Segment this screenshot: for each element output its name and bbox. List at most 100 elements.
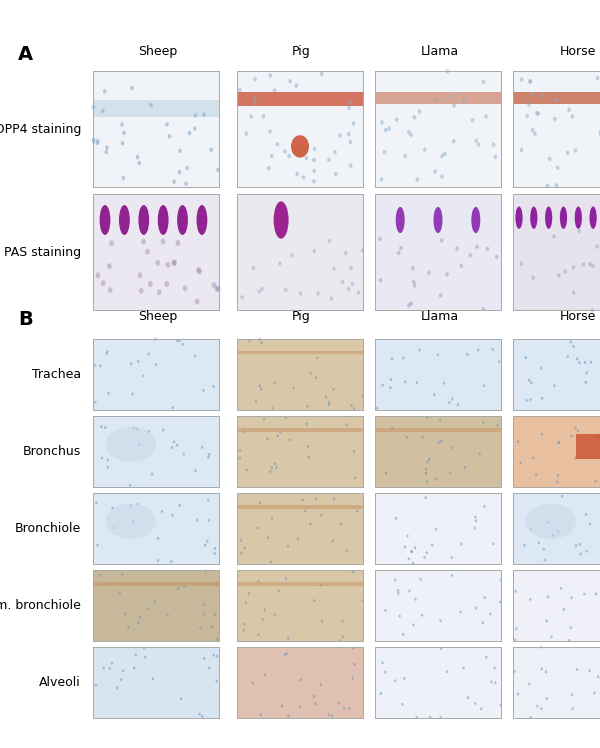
Circle shape: [528, 683, 530, 686]
Circle shape: [353, 663, 356, 666]
Bar: [93, 339, 219, 410]
Circle shape: [398, 615, 401, 618]
Circle shape: [582, 263, 586, 267]
Ellipse shape: [472, 207, 481, 233]
Circle shape: [328, 403, 330, 406]
Circle shape: [316, 291, 320, 295]
Circle shape: [482, 79, 485, 84]
Circle shape: [92, 105, 95, 109]
Circle shape: [177, 587, 179, 590]
Circle shape: [566, 150, 569, 155]
Text: Horse: Horse: [559, 310, 596, 323]
Circle shape: [389, 386, 392, 389]
Circle shape: [347, 132, 350, 136]
Circle shape: [556, 165, 560, 170]
Circle shape: [428, 458, 431, 461]
Bar: [375, 194, 501, 310]
Ellipse shape: [158, 205, 169, 235]
Circle shape: [214, 547, 216, 550]
Circle shape: [455, 246, 459, 251]
Circle shape: [474, 702, 476, 705]
Circle shape: [578, 361, 581, 364]
Circle shape: [101, 280, 106, 286]
Circle shape: [253, 96, 256, 100]
Circle shape: [329, 296, 333, 301]
Circle shape: [320, 683, 322, 686]
Circle shape: [463, 666, 465, 669]
Circle shape: [418, 109, 421, 114]
Circle shape: [572, 265, 575, 269]
Circle shape: [578, 543, 581, 546]
Circle shape: [439, 293, 442, 298]
Bar: [513, 71, 600, 187]
Circle shape: [555, 183, 559, 188]
Circle shape: [395, 117, 398, 122]
Circle shape: [199, 713, 201, 716]
Bar: [93, 582, 219, 586]
Circle shape: [310, 372, 312, 375]
Circle shape: [152, 678, 154, 681]
Circle shape: [572, 345, 575, 348]
Circle shape: [107, 392, 110, 395]
Circle shape: [547, 521, 549, 524]
Bar: [375, 570, 501, 641]
Circle shape: [185, 166, 189, 171]
Circle shape: [387, 126, 391, 131]
Circle shape: [532, 456, 535, 459]
Bar: [237, 570, 363, 641]
Circle shape: [452, 103, 456, 108]
Bar: [237, 647, 363, 718]
Circle shape: [526, 399, 528, 402]
Circle shape: [109, 667, 111, 670]
Circle shape: [327, 158, 331, 162]
Circle shape: [204, 544, 206, 547]
Circle shape: [260, 387, 262, 390]
Circle shape: [578, 229, 581, 233]
Bar: [237, 71, 363, 187]
Circle shape: [99, 364, 101, 367]
Circle shape: [101, 457, 103, 460]
Circle shape: [172, 260, 176, 266]
Circle shape: [380, 120, 384, 125]
Text: Bronchus: Bronchus: [23, 445, 81, 458]
Circle shape: [404, 381, 406, 384]
Circle shape: [528, 79, 532, 84]
Circle shape: [245, 132, 248, 136]
Bar: [93, 71, 219, 187]
Bar: [375, 71, 501, 187]
Circle shape: [319, 584, 322, 587]
Circle shape: [413, 283, 416, 287]
Circle shape: [277, 435, 279, 438]
Circle shape: [406, 436, 408, 439]
Circle shape: [473, 527, 476, 530]
Circle shape: [397, 589, 399, 592]
Circle shape: [541, 707, 543, 710]
Circle shape: [343, 707, 346, 710]
Circle shape: [332, 266, 336, 271]
Circle shape: [136, 427, 138, 430]
Circle shape: [203, 657, 205, 660]
Circle shape: [132, 520, 134, 523]
Circle shape: [528, 378, 530, 381]
Bar: [375, 570, 501, 641]
Circle shape: [208, 519, 210, 522]
Circle shape: [139, 616, 141, 619]
Circle shape: [531, 128, 535, 132]
Circle shape: [107, 263, 112, 269]
Circle shape: [262, 618, 264, 621]
Circle shape: [520, 147, 523, 152]
Circle shape: [214, 613, 216, 616]
Circle shape: [162, 429, 164, 432]
Circle shape: [295, 171, 299, 176]
Circle shape: [215, 679, 218, 682]
Circle shape: [305, 423, 308, 426]
Circle shape: [338, 702, 340, 705]
Bar: [375, 416, 501, 487]
Circle shape: [315, 497, 317, 500]
Circle shape: [423, 556, 425, 559]
Circle shape: [445, 272, 449, 277]
Bar: [513, 194, 600, 310]
Circle shape: [328, 239, 331, 243]
Circle shape: [176, 240, 181, 246]
Bar: [93, 493, 219, 564]
